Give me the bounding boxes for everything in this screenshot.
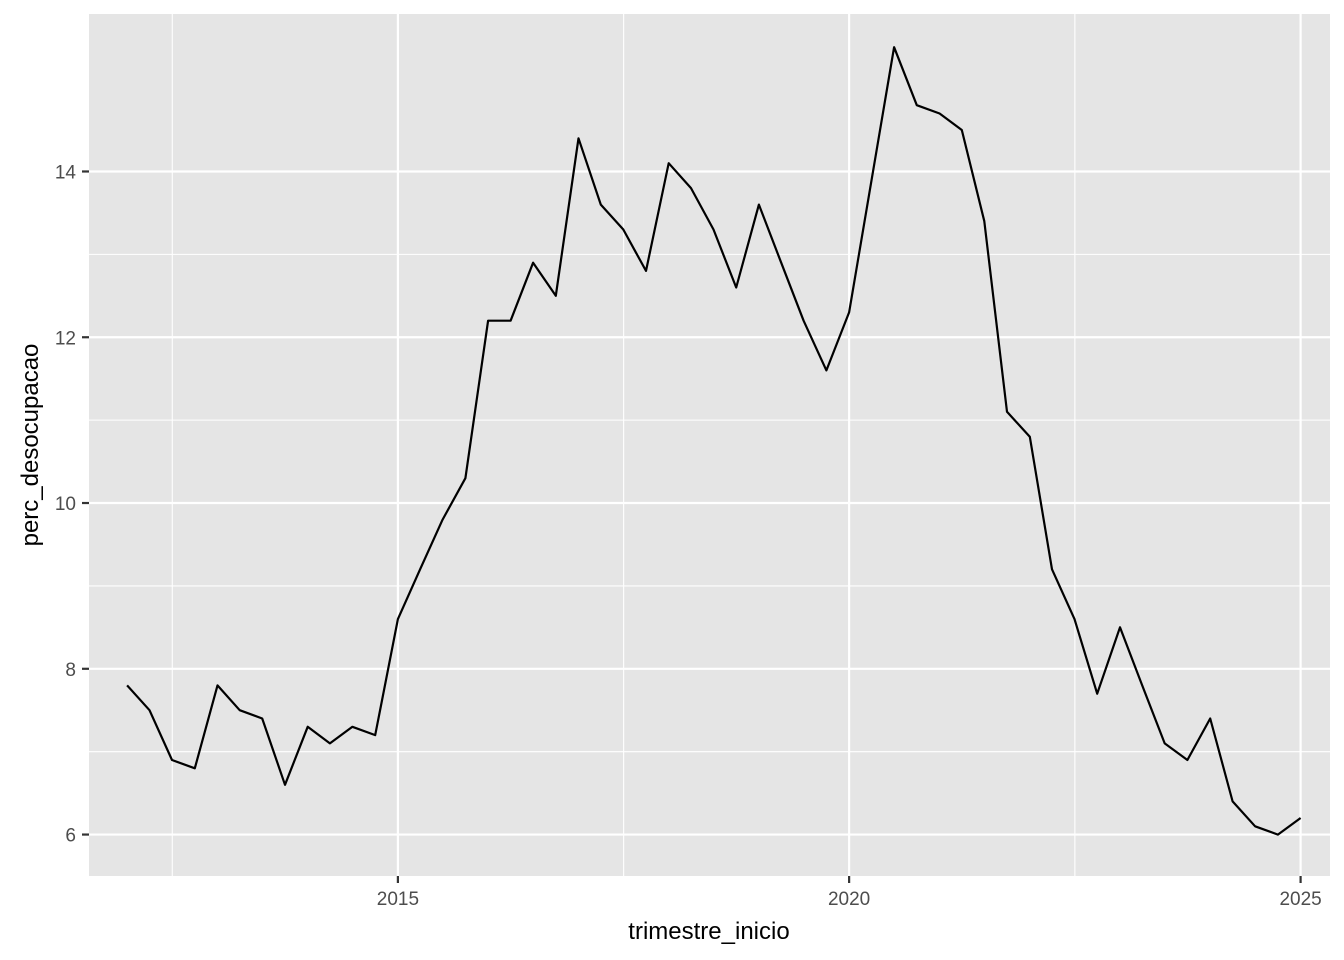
y-tick-label: 6 — [65, 826, 76, 847]
panel-background — [89, 14, 1330, 876]
y-axis: 6 8 10 12 14 — [55, 162, 89, 847]
y-tick-label: 12 — [55, 328, 76, 349]
x-tick-label: 2015 — [377, 889, 419, 910]
y-tick-label: 10 — [55, 494, 76, 515]
x-tick-label: 2020 — [828, 889, 870, 910]
y-tick-label: 14 — [55, 162, 77, 183]
y-tick-label: 8 — [65, 660, 76, 681]
series-line — [126, 46, 1302, 836]
x-tick-label: 2025 — [1279, 889, 1321, 910]
x-axis-title: trimestre_inicio — [628, 918, 789, 945]
y-axis-title: perc_desocupacao — [17, 344, 44, 547]
major-gridlines — [89, 14, 1330, 876]
minor-gridlines — [89, 14, 1330, 876]
x-axis: 2015 2020 2025 — [377, 876, 1322, 910]
